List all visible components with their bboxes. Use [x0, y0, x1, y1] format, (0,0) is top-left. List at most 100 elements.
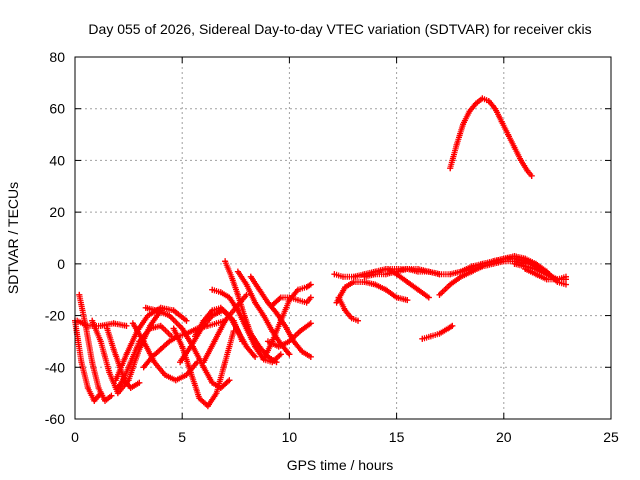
data-point — [170, 325, 177, 332]
data-point — [106, 369, 113, 376]
series-pass-29 — [447, 95, 535, 179]
data-point — [286, 351, 293, 358]
data-point — [393, 294, 400, 301]
data-point — [404, 278, 411, 285]
data-point — [307, 353, 314, 360]
data-point — [102, 397, 109, 404]
data-point — [468, 268, 475, 275]
data-point — [498, 118, 505, 125]
data-point — [479, 260, 486, 267]
data-point — [425, 294, 432, 301]
data-series — [72, 95, 569, 410]
data-point — [179, 325, 186, 332]
data-point — [127, 359, 134, 366]
y-tick-label: 80 — [49, 49, 65, 65]
data-point — [404, 266, 411, 273]
data-point — [252, 299, 259, 306]
x-tick-label: 20 — [496, 429, 512, 445]
y-tick-label: -40 — [45, 359, 65, 375]
data-point — [303, 299, 310, 306]
data-point — [260, 356, 267, 363]
data-point — [157, 304, 164, 311]
data-point — [447, 271, 454, 278]
data-point — [97, 322, 104, 329]
data-point — [299, 348, 306, 355]
data-point — [479, 95, 486, 102]
data-point — [127, 384, 134, 391]
series-pass-21 — [264, 320, 314, 350]
y-tick-label: 0 — [57, 256, 65, 272]
data-point — [554, 276, 561, 283]
data-point — [228, 273, 235, 280]
data-point — [427, 333, 434, 340]
data-point — [157, 322, 164, 329]
data-point — [222, 258, 229, 265]
data-point — [436, 271, 443, 278]
data-point — [112, 377, 119, 384]
data-point — [269, 328, 276, 335]
data-point — [209, 307, 216, 314]
data-point — [217, 289, 224, 296]
y-axis-label: SDTVAR / TECUs — [5, 182, 21, 294]
data-point — [449, 322, 456, 329]
series-pass-07 — [114, 322, 175, 391]
series-pass-18 — [247, 273, 314, 360]
series-pass-33 — [522, 266, 569, 283]
data-point — [140, 338, 147, 345]
data-point — [393, 271, 400, 278]
data-point — [136, 379, 143, 386]
data-point — [361, 278, 368, 285]
data-point — [522, 255, 529, 262]
data-point — [157, 346, 164, 353]
data-point — [335, 294, 342, 301]
data-point — [108, 392, 115, 399]
series-pass-03 — [74, 317, 130, 329]
series-pass-20 — [269, 294, 314, 309]
data-point — [532, 260, 539, 267]
data-point — [162, 372, 169, 379]
data-point — [192, 333, 199, 340]
x-tick-label: 25 — [603, 429, 619, 445]
y-tick-label: 40 — [49, 152, 65, 168]
data-point — [247, 273, 254, 280]
data-point — [110, 320, 117, 327]
data-point — [213, 390, 220, 397]
data-point — [144, 312, 151, 319]
data-point — [177, 359, 184, 366]
data-point — [110, 346, 117, 353]
data-point — [213, 320, 220, 327]
data-point — [84, 322, 91, 329]
data-point — [273, 359, 280, 366]
data-point — [528, 172, 535, 179]
data-point — [121, 374, 128, 381]
data-point — [147, 325, 154, 332]
data-point — [382, 271, 389, 278]
data-point — [170, 307, 177, 314]
data-point — [372, 281, 379, 288]
data-point — [269, 302, 276, 309]
data-point — [350, 273, 357, 280]
data-point — [340, 273, 346, 280]
data-point — [234, 328, 241, 335]
data-point — [436, 291, 443, 298]
data-point — [273, 309, 280, 316]
series-pass-23 — [333, 278, 411, 306]
data-point — [209, 286, 216, 293]
data-point — [89, 359, 96, 366]
x-tick-labels: 0 5 10 15 20 25 — [71, 429, 619, 445]
data-point — [140, 364, 147, 371]
x-axis-label: GPS time / hours — [287, 457, 394, 473]
data-point — [277, 351, 284, 358]
axis-ticks — [74, 56, 612, 420]
data-point — [307, 294, 314, 301]
data-point — [187, 369, 194, 376]
series-pass-08 — [129, 320, 201, 384]
data-point — [303, 284, 310, 291]
data-point — [172, 377, 179, 384]
data-point — [453, 141, 460, 148]
data-point — [511, 253, 518, 260]
data-point — [264, 338, 271, 345]
data-point — [562, 281, 569, 288]
data-point — [179, 343, 186, 350]
